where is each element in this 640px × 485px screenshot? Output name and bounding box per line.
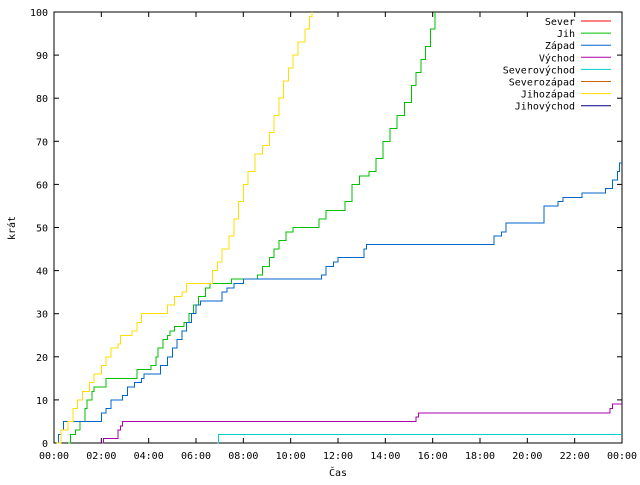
- y-tick-label: 20: [36, 353, 48, 364]
- series-layer: [56, 12, 622, 444]
- legend-label: Jihozápad: [521, 89, 575, 101]
- series-line: [68, 12, 436, 444]
- legend-label: Východ: [539, 52, 575, 64]
- series-line: [217, 433, 622, 444]
- y-tick-label: 50: [36, 224, 48, 235]
- x-tick-label: 04:00: [134, 451, 164, 462]
- x-tick-label: 00:00: [39, 451, 69, 462]
- legend-label: Severozápad: [509, 77, 575, 89]
- y-tick-label: 10: [36, 396, 48, 407]
- x-tick-label: 20:00: [512, 451, 542, 462]
- legend-label: Jih: [557, 29, 575, 40]
- y-axis: 0 10 20 30 40 50 60 70 80 90 100: [30, 8, 622, 450]
- x-tick-label: 12:00: [323, 451, 353, 462]
- y-tick-label: 0: [42, 439, 48, 450]
- series-line: [56, 12, 313, 444]
- x-tick-label: 02:00: [86, 451, 116, 462]
- y-tick-label: 90: [36, 51, 48, 62]
- x-tick-label: 14:00: [370, 451, 400, 462]
- legend-label: Západ: [545, 40, 575, 52]
- y-tick-label: 80: [36, 94, 48, 105]
- x-tick-label: 06:00: [181, 451, 211, 462]
- legend-label: Severovýchod: [503, 64, 575, 76]
- y-axis-label: krát: [6, 216, 18, 240]
- x-tick-label: 10:00: [276, 451, 306, 462]
- x-tick-label: 16:00: [418, 451, 448, 462]
- legend-label: Sever: [545, 17, 575, 28]
- y-tick-label: 30: [36, 310, 48, 321]
- series-line: [56, 162, 622, 444]
- y-tick-label: 70: [36, 137, 48, 148]
- x-axis: 00:00 02:00 04:00 06:00 08:00 10:00 12:00 14:00…: [39, 12, 637, 462]
- series-line: [101, 403, 622, 444]
- legend: SeverJihZápadVýchodSeverovýchodSeverozáp…: [503, 17, 611, 113]
- x-tick-label: 22:00: [560, 451, 590, 462]
- legend-label: Jihovýchod: [515, 101, 575, 113]
- y-tick-label: 100: [30, 8, 48, 19]
- y-tick-label: 40: [36, 267, 48, 278]
- y-tick-label: 60: [36, 180, 48, 191]
- x-tick-label: 08:00: [228, 451, 258, 462]
- x-tick-label: 00:00: [607, 451, 637, 462]
- x-axis-label: Čas: [329, 466, 347, 479]
- x-tick-label: 18:00: [465, 451, 495, 462]
